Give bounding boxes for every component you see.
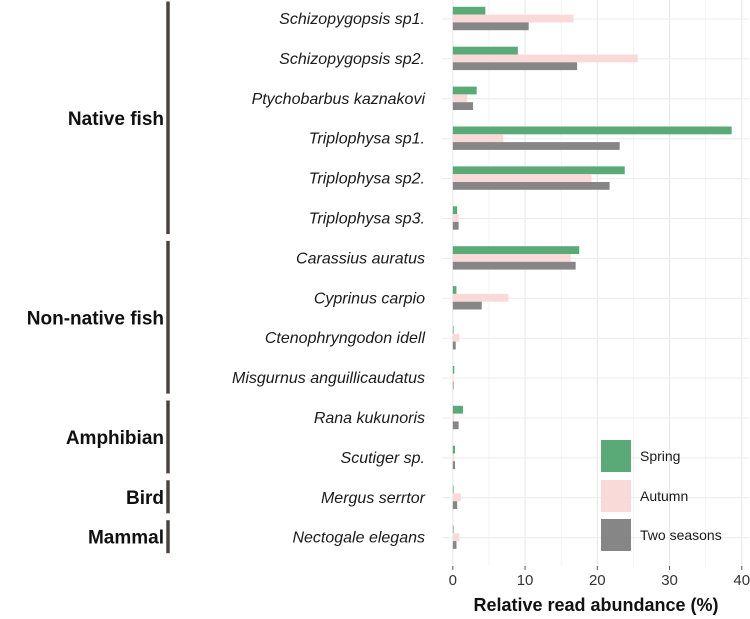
bar-spring (452, 46, 518, 55)
bar-two-seasons (452, 461, 456, 470)
category-label: Triplophysa sp2. (309, 171, 425, 188)
group-label: Amphibian (66, 428, 164, 449)
category-label: Cyprinus carpio (314, 290, 425, 307)
bar-autumn (452, 373, 454, 382)
bar-autumn (452, 174, 592, 182)
legend-label: Two seasons (640, 527, 722, 543)
legend-label: Spring (640, 448, 680, 464)
bar-autumn (452, 533, 460, 542)
group-brackets: Native fish Non-native fish Amphibian Bird M… (27, 1, 170, 554)
category-label: Scutiger sp. (341, 450, 425, 467)
category-label: Nectogale elegans (292, 530, 425, 547)
bar-spring (452, 326, 454, 334)
category-label: Ctenophryngodon idell (265, 330, 426, 347)
bar-autumn (452, 14, 574, 23)
x-axis-title: Relative read abundance (%) (473, 595, 718, 615)
bar-spring (452, 525, 454, 534)
bar-autumn (452, 413, 455, 422)
x-ticks: 0 10 20 30 40 (449, 566, 750, 589)
bar-autumn (452, 214, 459, 222)
plot-panel (442, 0, 749, 566)
bar-two-seasons (452, 341, 456, 350)
bar-spring (452, 86, 477, 95)
bar-spring (452, 365, 455, 374)
bar-autumn (452, 493, 461, 502)
legend-swatch (601, 480, 631, 512)
category-label: Carassius auratus (296, 250, 425, 267)
bar-two-seasons (452, 381, 454, 390)
bar-two-seasons (452, 541, 457, 549)
bar-two-seasons (452, 501, 458, 509)
bar-spring (452, 286, 457, 294)
group-label: Mammal (88, 528, 164, 549)
bar-two-seasons (452, 182, 610, 190)
bar-two-seasons (452, 142, 620, 150)
x-tick-label: 20 (589, 572, 606, 589)
x-tick-label: 40 (733, 572, 750, 589)
bar-autumn (452, 134, 504, 143)
grid (442, 0, 749, 566)
bar-spring (452, 6, 486, 15)
x-tick-label: 10 (517, 572, 534, 589)
x-tick-label: 0 (449, 572, 457, 589)
legend-swatch (601, 440, 631, 472)
bar-spring (452, 246, 580, 254)
bar-spring (452, 485, 454, 494)
bar-two-seasons (452, 261, 576, 270)
group-label: Native fish (68, 109, 164, 130)
category-label: Schizopygopsis sp2. (279, 51, 425, 68)
bar-autumn (452, 254, 571, 262)
category-labels: Schizopygopsis sp1. Schizopygopsis sp2. Pt… (232, 11, 426, 547)
legend: Spring Autumn Two seasons (601, 440, 722, 551)
bar-autumn (452, 333, 460, 342)
bar-autumn (452, 453, 455, 462)
bar-two-seasons (452, 102, 474, 110)
category-label: Rana kukunoris (314, 410, 425, 427)
group-label: Non-native fish (27, 308, 164, 329)
bar-two-seasons (452, 421, 459, 430)
bar-spring (452, 126, 732, 135)
category-label: Triplophysa sp1. (309, 131, 425, 148)
category-label: Schizopygopsis sp1. (279, 11, 425, 28)
bar-spring (452, 206, 458, 215)
group-label: Bird (126, 488, 164, 509)
bar-autumn (452, 54, 638, 63)
bars (452, 6, 732, 549)
bar-autumn (452, 94, 468, 103)
category-label: Triplophysa sp3. (309, 211, 425, 228)
category-label: Mergus serrtor (321, 490, 426, 507)
category-label: Misgurnus anguillicaudatus (232, 370, 425, 387)
bar-two-seasons (452, 22, 529, 31)
bar-spring (452, 405, 463, 414)
category-label: Ptychobarbus kaznakovi (252, 91, 426, 108)
x-tick-label: 30 (661, 572, 678, 589)
bar-two-seasons (452, 221, 459, 230)
bar-two-seasons (452, 301, 482, 310)
bar-spring (452, 445, 456, 454)
legend-swatch (601, 519, 631, 551)
bar-two-seasons (452, 62, 578, 71)
bar-spring (452, 166, 625, 175)
bar-autumn (452, 293, 509, 302)
legend-label: Autumn (640, 488, 688, 504)
